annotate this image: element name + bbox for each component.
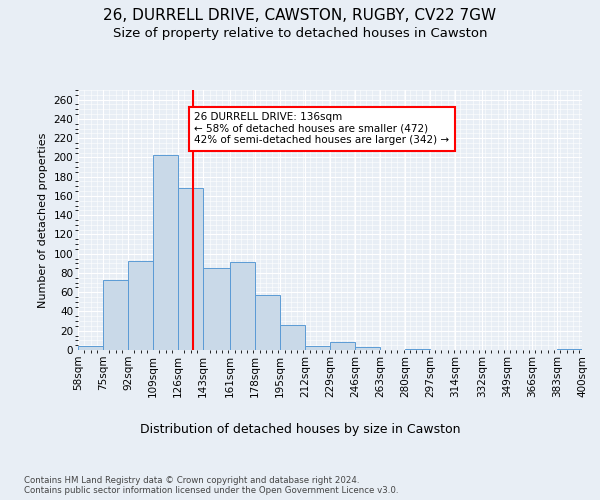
Bar — [178, 188, 203, 350]
Bar — [230, 262, 255, 350]
Bar — [405, 349, 430, 350]
Text: Distribution of detached houses by size in Cawston: Distribution of detached houses by size … — [140, 422, 460, 436]
Bar — [557, 349, 582, 350]
Text: 26 DURRELL DRIVE: 136sqm
← 58% of detached houses are smaller (472)
42% of semi-: 26 DURRELL DRIVE: 136sqm ← 58% of detach… — [194, 112, 449, 146]
Bar — [78, 346, 103, 350]
Text: Contains HM Land Registry data © Crown copyright and database right 2024.
Contai: Contains HM Land Registry data © Crown c… — [24, 476, 398, 495]
Bar — [330, 342, 355, 350]
Y-axis label: Number of detached properties: Number of detached properties — [38, 132, 48, 308]
Bar — [280, 325, 305, 350]
Bar — [255, 295, 280, 350]
Bar — [153, 154, 178, 350]
Text: 26, DURRELL DRIVE, CAWSTON, RUGBY, CV22 7GW: 26, DURRELL DRIVE, CAWSTON, RUGBY, CV22 … — [103, 8, 497, 22]
Bar — [305, 346, 330, 350]
Bar — [203, 268, 230, 350]
Bar — [103, 280, 128, 350]
Bar — [128, 262, 153, 350]
Bar — [355, 347, 380, 350]
Text: Size of property relative to detached houses in Cawston: Size of property relative to detached ho… — [113, 28, 487, 40]
